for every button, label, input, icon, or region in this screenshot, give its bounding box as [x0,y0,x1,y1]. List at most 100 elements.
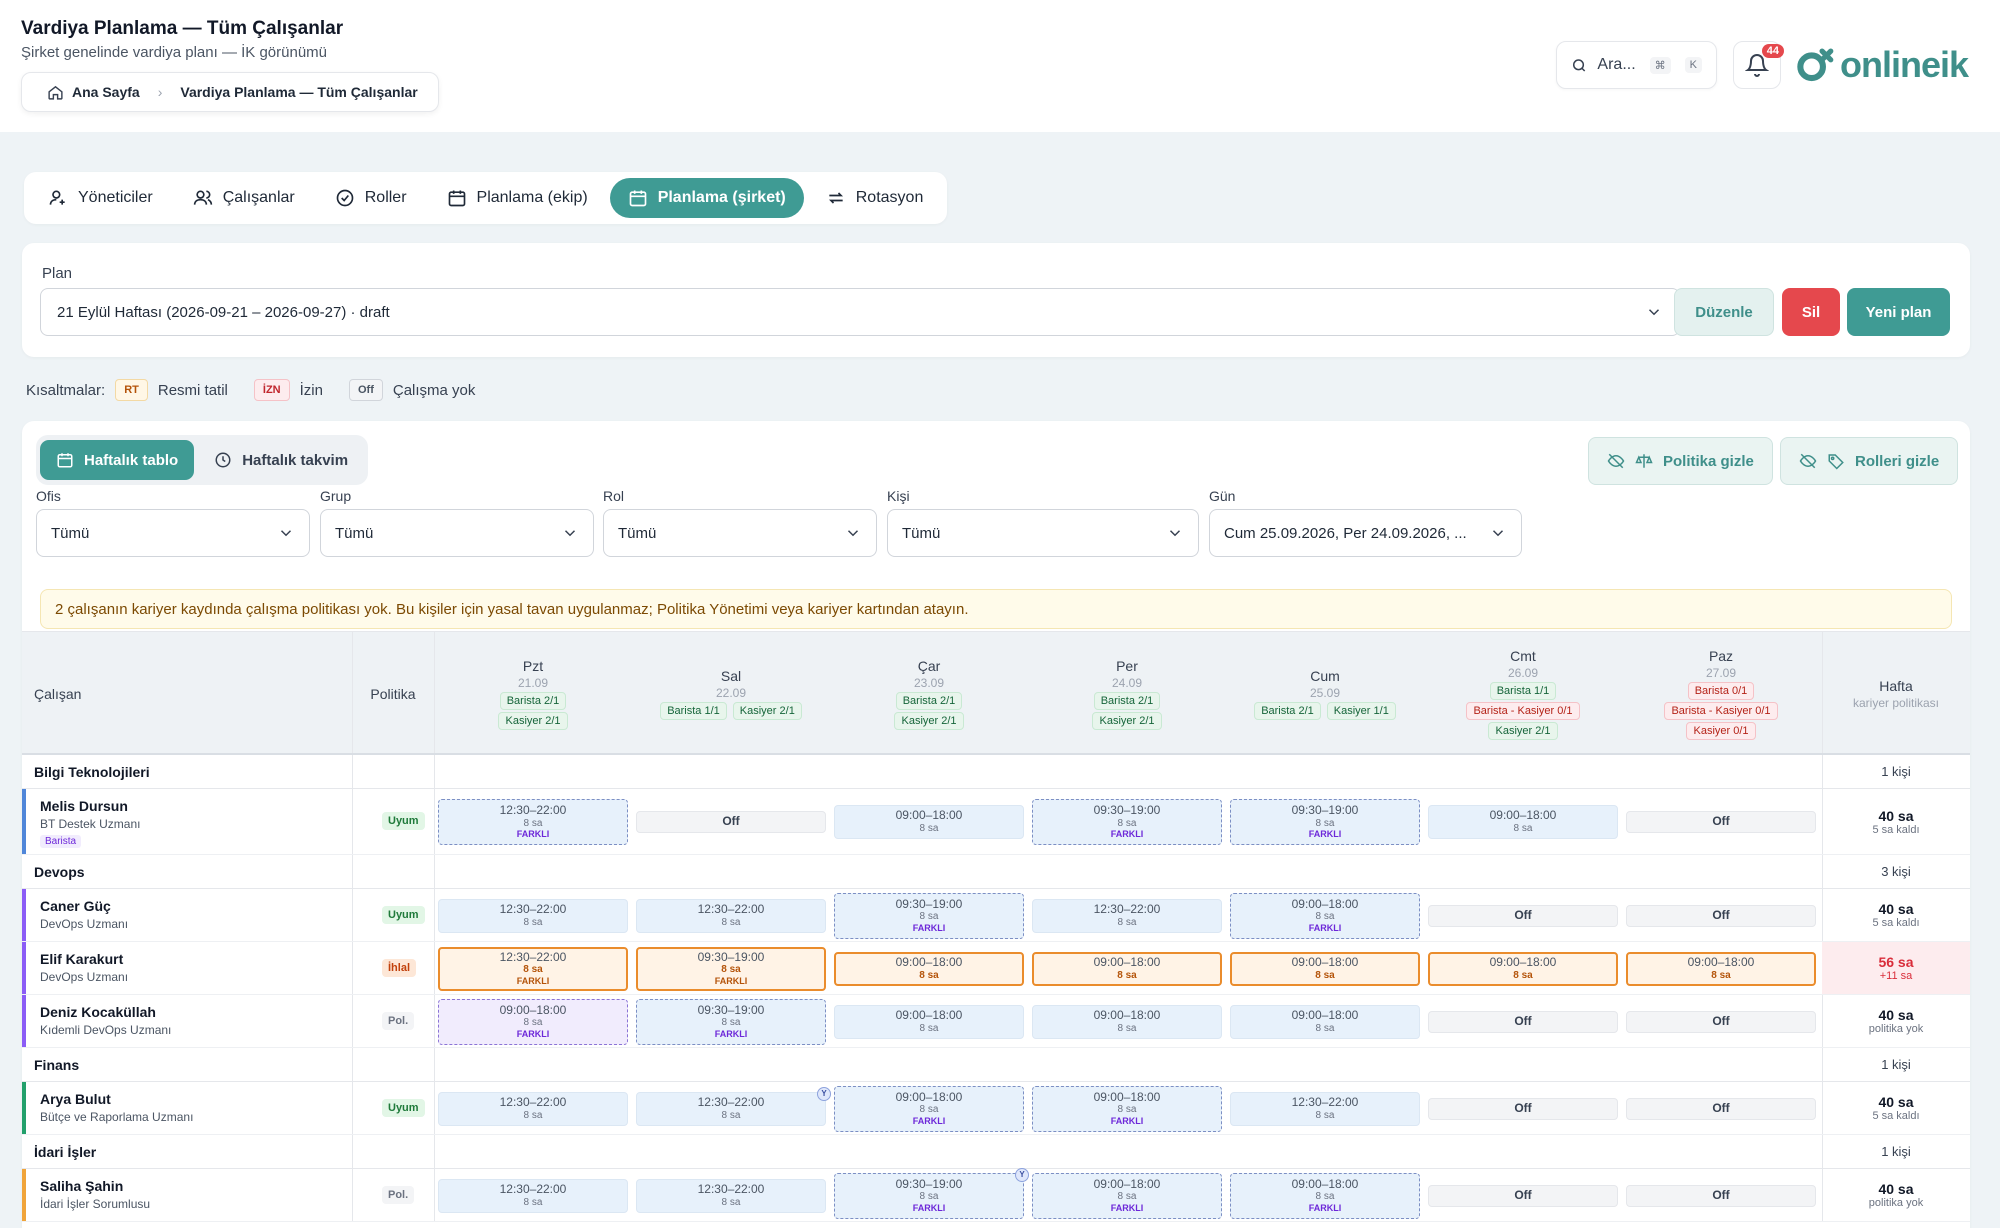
employee-row: Melis Dursun BT Destek Uzmanı Barista Uyum 1… [22,789,1970,855]
plan-select[interactable]: 21 Eylül Haftası (2026-09-21 – 2026-09-2… [40,288,1680,336]
shift-duration: 8 sa [523,1109,543,1121]
weekly-calendar-toggle[interactable]: Haftalık takvim [198,440,364,480]
shift-cell[interactable]: 09:30–19:00 8 sa FARKLI [636,998,826,1045]
week-hours: 40 sa [1878,807,1914,824]
shift-different-flag: FARKLI [516,829,550,840]
group-filter-select[interactable]: Tümü [320,509,594,557]
shift-cell[interactable]: 09:00–18:00 8 sa [1428,805,1618,839]
shift-cell[interactable]: 09:00–18:00 8 sa [1032,1004,1222,1039]
off-day-cell[interactable]: Off [1626,1010,1816,1033]
employee-name[interactable]: Elif Karakurt [40,951,124,967]
day-filter-select[interactable]: Cum 25.09.2026, Per 24.09.2026, ... [1209,509,1522,557]
group-color-bar [22,1169,26,1221]
delete-plan-button[interactable]: Sil [1782,288,1840,336]
clock-icon [215,452,231,468]
shift-cell[interactable]: 09:00–18:00 8 sa [834,951,1024,986]
shift-cell[interactable]: 09:00–18:00 8 sa [1230,951,1420,986]
week-total-cell: 40 sa politika yok [1822,995,1970,1047]
shift-cell[interactable]: 09:00–18:00 8 sa [834,805,1024,839]
employee-row: Deniz Kocaküllah Kıdemli DevOps Uzmanı Pol… [22,995,1970,1048]
shift-cell[interactable]: 09:00–18:00 8 sa FARKLI [1032,1172,1222,1219]
shift-cell[interactable]: 09:30–19:00 8 sa FARKLI [636,946,826,991]
employee-name[interactable]: Melis Dursun [40,798,128,814]
shift-hours: 12:30–22:00 [697,1181,765,1196]
person-filter-select[interactable]: Tümü [887,509,1199,557]
shift-cell[interactable]: 12:30–22:00 8 sa [438,1091,628,1126]
shift-cell[interactable]: 12:30–22:00 8 sa Y [636,1086,831,1126]
shift-cell[interactable]: 09:30–19:00 8 sa FARKLI [1230,799,1420,845]
off-day-cell[interactable]: Off [1428,904,1618,927]
off-day-cell[interactable]: Off [1626,1097,1816,1120]
shift-cell[interactable]: 09:30–19:00 8 sa FARKLI [834,892,1024,939]
shift-cell[interactable]: 09:00–18:00 8 sa FARKLI [1230,1172,1420,1219]
employee-title: DevOps Uzmanı [40,917,129,931]
off-day-cell[interactable]: Off [1626,811,1816,833]
shift-cell[interactable]: 12:30–22:00 8 sa [636,1178,826,1213]
employee-name[interactable]: Deniz Kocaküllah [40,1004,156,1020]
column-divider [434,1048,435,1081]
role-requirement-badge: Kasiyer 2/1 [498,712,568,730]
shift-cell[interactable]: 09:00–18:00 8 sa FARKLI [834,1085,1024,1132]
edit-plan-button[interactable]: Düzenle [1674,288,1774,336]
role-requirement-badge: Barista 0/1 [1687,682,1755,700]
breadcrumb-current: Vardiya Planlama — Tüm Çalışanlar [180,84,418,100]
shift-cell[interactable]: 09:00–18:00 8 sa [1032,951,1222,986]
shift-cell[interactable]: 12:30–22:00 8 sa [1032,898,1222,933]
tab-planlama-ekip[interactable]: Planlama (ekip) [429,178,606,218]
column-header-policy: Politika [370,686,416,702]
shift-cell[interactable]: 12:30–22:00 8 sa [636,898,826,933]
tab-planlama-sirket[interactable]: Planlama (şirket) [609,178,804,218]
off-day-cell[interactable]: Off [1626,904,1816,927]
column-divider [1822,889,1823,941]
off-day-cell[interactable]: Off [1626,1184,1816,1207]
tab-calisanlar[interactable]: Çalışanlar [175,178,313,218]
shift-duration: 8 sa [1513,823,1533,835]
weekly-table-toggle[interactable]: Haftalık tablo [40,440,195,480]
week-hours: 40 sa [1878,1007,1914,1023]
brand-logo[interactable]: onlineik [1796,40,1969,90]
employee-name[interactable]: Caner Güç [40,898,111,914]
off-day-cell[interactable]: Off [636,811,826,833]
shift-cell[interactable]: 09:00–18:00 8 sa FARKLI [438,998,628,1045]
tab-label: Çalışanlar [222,189,295,206]
hide-policy-button[interactable]: Politika gizle [1588,437,1773,485]
search-button[interactable]: Ara... ⌘ K [1556,41,1717,89]
employee-name[interactable]: Saliha Şahin [40,1178,124,1194]
tab-rotasyon[interactable]: Rotasyon [808,178,942,218]
tab-roller[interactable]: Roller [317,178,425,218]
requirement-row: Barista 2/1 Kasiyer 1/1 [1254,702,1396,720]
new-plan-button[interactable]: Yeni plan [1847,288,1950,336]
employee-name[interactable]: Arya Bulut [40,1091,111,1107]
shift-cell[interactable]: 09:00–18:00 8 sa [834,1004,1024,1039]
schedule-table: Çalışan Politika Hafta kariyer politikas… [22,631,1970,1222]
role-filter-select[interactable]: Tümü [603,509,877,557]
employee-role-tag: Barista [40,835,82,848]
off-day-cell[interactable]: Off [1428,1010,1618,1033]
group-count: 1 kişi [1881,1144,1911,1159]
tab-yoneticiler[interactable]: Yöneticiler [30,178,171,218]
notifications-button[interactable]: 44 [1733,41,1784,89]
column-divider [434,855,435,888]
shift-cell[interactable]: 09:00–18:00 8 sa FARKLI [1032,1085,1222,1132]
off-day-cell[interactable]: Off [1428,1097,1618,1120]
day-header-paz: Paz 27.09 Barista 0/1 Barista - Kasiyer 0/1… [1626,632,1816,756]
shift-cell[interactable]: 09:00–18:00 8 sa [1428,951,1618,986]
shift-cell[interactable]: 12:30–22:00 8 sa [438,1178,628,1213]
shift-cell[interactable]: 12:30–22:00 8 sa FARKLI [438,946,628,991]
off-day-cell[interactable]: Off [1428,1184,1618,1207]
hide-roles-button[interactable]: Rolleri gizle [1780,437,1959,485]
shift-cell[interactable]: 09:00–18:00 8 sa [1230,1004,1420,1039]
shift-cell[interactable]: 09:30–19:00 8 sa FARKLI Y [834,1167,1029,1219]
shift-cell[interactable]: 09:00–18:00 8 sa FARKLI [1230,892,1420,939]
breadcrumb-home[interactable]: Ana Sayfa [47,84,140,101]
page-subtitle: Şirket genelinde vardiya planı — İK görü… [21,44,328,61]
shift-cell[interactable]: 12:30–22:00 8 sa [1230,1091,1420,1126]
shift-different-flag: FARKLI [714,975,748,986]
requirement-row: Barista 1/1 Kasiyer 2/1 [660,702,802,720]
shift-cell[interactable]: 09:00–18:00 8 sa [1626,951,1816,986]
office-filter-select[interactable]: Tümü [36,509,310,557]
shift-cell[interactable]: 12:30–22:00 8 sa [438,898,628,933]
shift-hours: 09:00–18:00 [895,1089,963,1104]
shift-cell[interactable]: 09:30–19:00 8 sa FARKLI [1032,799,1222,845]
shift-cell[interactable]: 12:30–22:00 8 sa FARKLI [438,799,628,845]
